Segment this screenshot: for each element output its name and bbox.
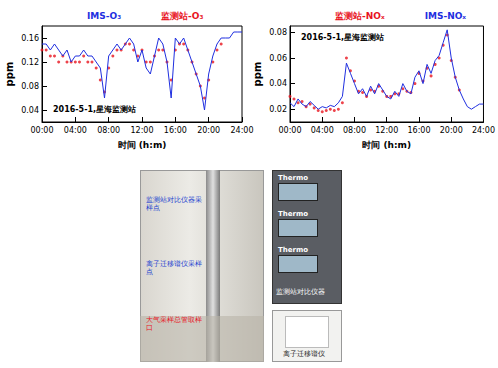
html-text:Thermo: Thermo [278, 174, 309, 182]
svg-text:24:00: 24:00 [230, 126, 253, 135]
svg-text:0.02: 0.02 [269, 105, 287, 114]
svg-text:00:00: 00:00 [30, 126, 53, 135]
html-text:离子迁移谱仪采样点: 离子迁移谱仪采样点 [146, 260, 202, 276]
svg-text:0.12: 0.12 [21, 58, 39, 67]
svg-text:08:00: 08:00 [343, 126, 366, 135]
svg-text:2016-5-1,星海监测站: 2016-5-1,星海监测站 [301, 33, 384, 42]
svg-text:时间 (h:m): 时间 (h:m) [118, 140, 167, 150]
html-text:监测站对比仪器: 监测站对比仪器 [276, 288, 325, 296]
html-text:离子迁移谱仪: 离子迁移谱仪 [283, 350, 325, 358]
svg-text:ppm: ppm [4, 62, 15, 87]
svg-text:04:00: 04:00 [64, 126, 87, 135]
html-text:Thermo: Thermo [278, 210, 309, 218]
svg-text:12:00: 12:00 [130, 126, 153, 135]
svg-text:08:00: 08:00 [97, 126, 120, 135]
svg-text:ppm: ppm [252, 62, 263, 87]
svg-text:04:00: 04:00 [311, 126, 334, 135]
svg-text:20:00: 20:00 [440, 126, 463, 135]
svg-text:12:00: 12:00 [375, 126, 398, 135]
svg-text:时间 (h:m): 时间 (h:m) [362, 140, 411, 150]
html-text:Thermo: Thermo [278, 246, 309, 254]
svg-text:0.06: 0.06 [269, 54, 287, 63]
svg-text:0.08: 0.08 [269, 28, 287, 37]
svg-text:00:00: 00:00 [278, 126, 301, 135]
svg-text:24:00: 24:00 [472, 126, 495, 135]
svg-text:IMS-NOₓ: IMS-NOₓ [425, 11, 467, 21]
svg-text:0.16: 0.16 [21, 34, 39, 43]
svg-text:16:00: 16:00 [164, 126, 187, 135]
html-text:大气采样总管取样口: 大气采样总管取样口 [146, 316, 202, 332]
svg-text:监测站-O₃: 监测站-O₃ [161, 11, 203, 21]
html-text:监测站对比仪器采样点: 监测站对比仪器采样点 [146, 196, 202, 212]
svg-text:0.04: 0.04 [21, 106, 39, 115]
svg-text:0.04: 0.04 [269, 79, 287, 88]
svg-text:16:00: 16:00 [407, 126, 430, 135]
svg-text:IMS-O₃: IMS-O₃ [87, 11, 121, 21]
svg-text:2016-5-1,星海监测站: 2016-5-1,星海监测站 [53, 105, 136, 114]
svg-text:0.08: 0.08 [21, 82, 39, 91]
svg-text:监测站-NOₓ: 监测站-NOₓ [335, 11, 385, 21]
svg-text:20:00: 20:00 [197, 126, 220, 135]
